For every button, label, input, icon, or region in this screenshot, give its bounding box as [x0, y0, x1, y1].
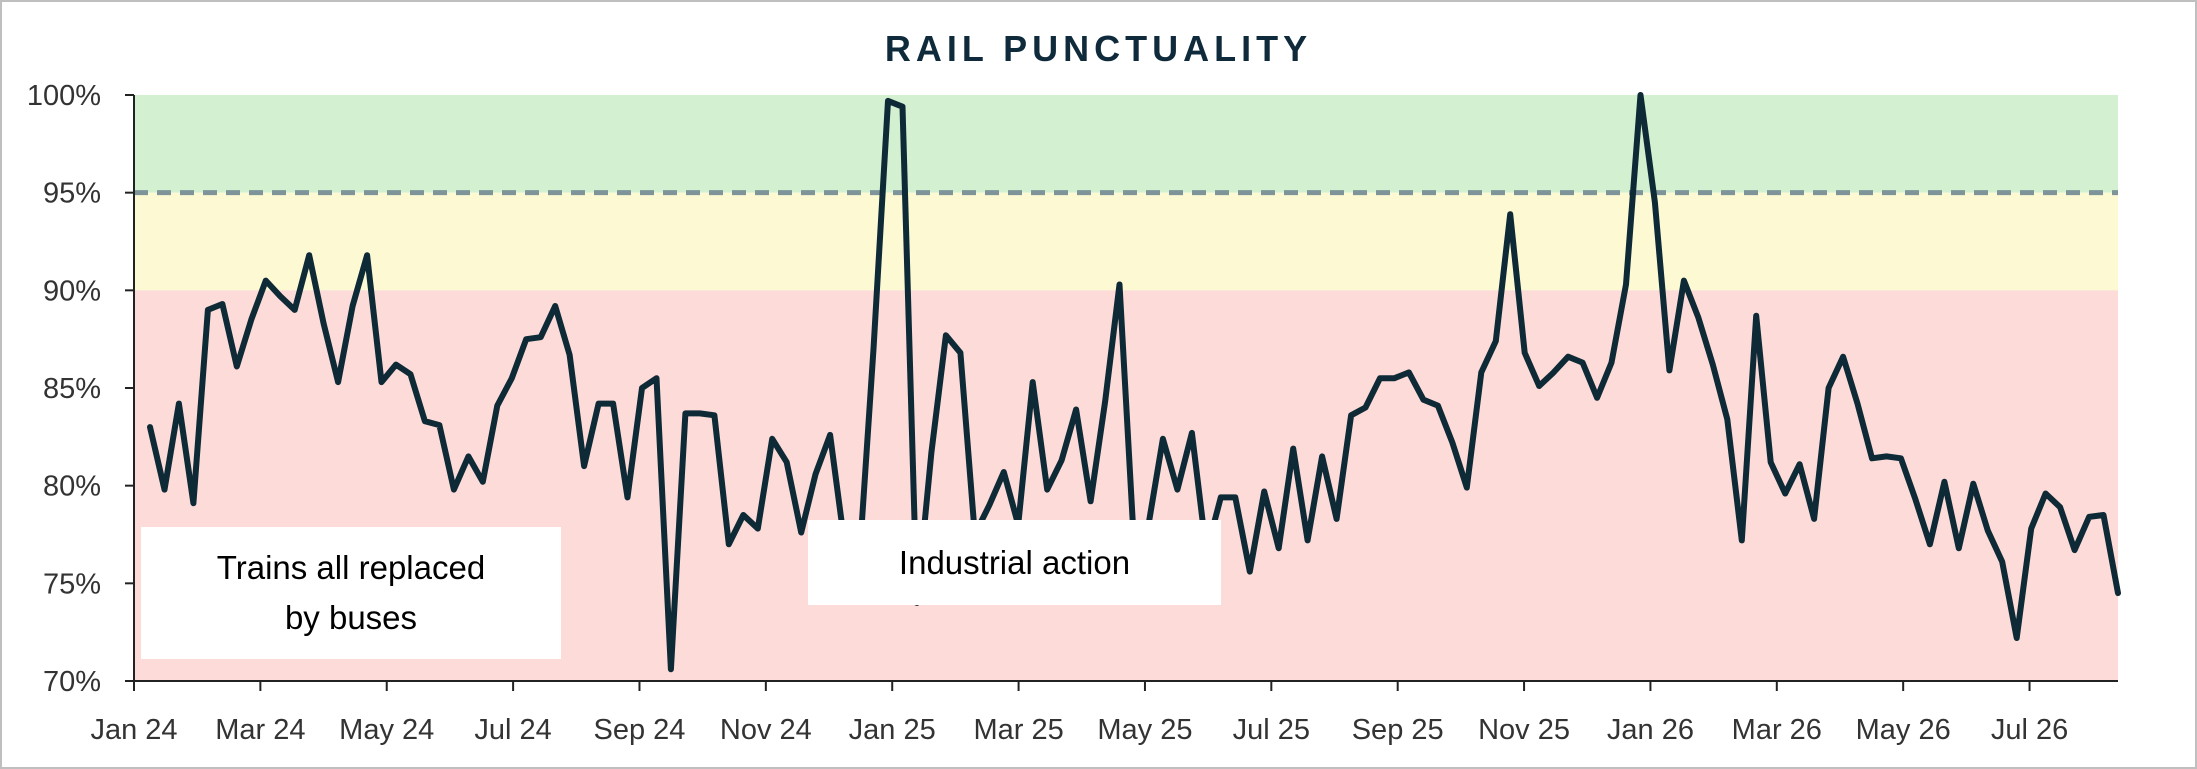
x-tick-label: Nov 24: [720, 714, 812, 746]
x-tick-label: May 25: [1097, 714, 1192, 746]
x-tick-label: Jan 25: [849, 714, 936, 746]
y-tick-label: 90%: [43, 275, 101, 307]
annotation-industrial-action: Industrial action: [808, 520, 1221, 605]
x-tick-label: May 26: [1856, 714, 1951, 746]
x-tick-label: Sep 25: [1352, 714, 1444, 746]
x-tick-label: Jul 24: [474, 714, 551, 746]
y-tick-label: 70%: [43, 666, 101, 698]
x-tick-label: Jul 26: [1991, 714, 2068, 746]
band-1: [134, 192, 2118, 291]
y-tick-label: 80%: [43, 471, 101, 503]
y-axis-ticks: 70% 75% 80% 85% 90% 95% 100%: [27, 80, 134, 698]
y-tick-label: 75%: [43, 568, 101, 600]
annotation-buses: Trains all replaced by buses: [141, 527, 561, 659]
x-tick-label: Nov 25: [1478, 714, 1570, 746]
y-tick-label: 100%: [27, 80, 101, 112]
y-tick-label: 85%: [43, 373, 101, 405]
annotation-buses-line2: by buses: [284, 599, 418, 636]
band-0: [134, 95, 2118, 193]
x-tick-label: Mar 26: [1732, 714, 1822, 746]
x-axis-ticks: Jan 24 Mar 24 May 24 Jul 24 Sep 24 Nov 24 Jan …: [90, 681, 2068, 746]
chart-title: RAIL PUNCTUALITY: [884, 28, 1313, 69]
x-tick-label: Jan 24: [90, 714, 177, 746]
x-tick-label: Jul 25: [1233, 714, 1310, 746]
x-tick-label: Sep 24: [594, 714, 686, 746]
y-tick-label: 95%: [43, 178, 101, 210]
x-tick-label: Mar 25: [973, 714, 1063, 746]
threshold-bands: [134, 95, 2118, 681]
annotation-buses-line1: Trains all replaced: [216, 549, 486, 586]
x-tick-label: May 24: [339, 714, 434, 746]
annotation-industrial-line1: Industrial action: [898, 543, 1131, 581]
x-tick-label: Jan 26: [1607, 714, 1694, 746]
x-tick-label: Mar 24: [215, 714, 305, 746]
